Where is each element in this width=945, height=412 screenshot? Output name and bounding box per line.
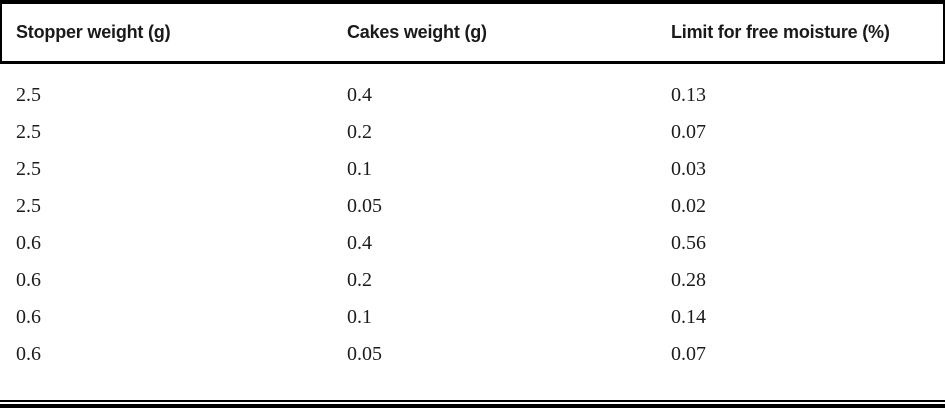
- table-cell: 0.07: [671, 121, 706, 143]
- table-cell: 0.1: [347, 306, 372, 328]
- table-cell: 0.14: [671, 306, 706, 328]
- table-cell: 0.4: [347, 232, 372, 254]
- table-cell: 0.2: [347, 269, 372, 291]
- table-cell: 0.1: [347, 158, 372, 180]
- table-row: 2.5 0.2 0.07: [0, 114, 945, 151]
- table-row: 0.6 0.4 0.56: [0, 225, 945, 262]
- table-cell: 0.4: [347, 84, 372, 106]
- table-cell: 0.03: [671, 158, 706, 180]
- column-header-stopper-weight: Stopper weight (g): [16, 22, 171, 42]
- table-cell: 0.07: [671, 343, 706, 365]
- header-separator-rule: [0, 61, 945, 64]
- table-cell: 2.5: [16, 121, 41, 143]
- table-cell: 0.2: [347, 121, 372, 143]
- table-cell: 0.28: [671, 269, 706, 291]
- table-header-row: Stopper weight (g) Cakes weight (g) Limi…: [0, 4, 945, 61]
- table-row: 0.6 0.2 0.28: [0, 262, 945, 299]
- table-cell: 2.5: [16, 158, 41, 180]
- table-cell: 0.6: [16, 232, 41, 254]
- table-cell: 0.6: [16, 306, 41, 328]
- table-bottom-thick-rule: [0, 404, 945, 408]
- table-top-rule: [0, 0, 945, 4]
- table-cell: 0.6: [16, 343, 41, 365]
- table-cell: 0.02: [671, 195, 706, 217]
- table-cell: 2.5: [16, 84, 41, 106]
- table-cell: 0.05: [347, 343, 382, 365]
- table-row: 2.5 0.05 0.02: [0, 188, 945, 225]
- column-header-limit-free-moisture: Limit for free moisture (%): [671, 22, 890, 42]
- table-body: 2.5 0.4 0.13 2.5 0.2 0.07 2.5 0.1 0.03 2.5 0.05 0.0…: [0, 64, 945, 373]
- table-row: 2.5 0.4 0.13: [0, 77, 945, 114]
- table-cell: 0.56: [671, 232, 706, 254]
- table-cell: 2.5: [16, 195, 41, 217]
- column-header-cakes-weight: Cakes weight (g): [347, 22, 487, 42]
- table-row: 0.6 0.1 0.14: [0, 299, 945, 336]
- header-left-edge-rule: [0, 0, 2, 63]
- table-cell: 0.13: [671, 84, 706, 106]
- table-row: 0.6 0.05 0.07: [0, 336, 945, 373]
- table-bottom-thin-rule: [0, 400, 945, 402]
- table-row: 2.5 0.1 0.03: [0, 151, 945, 188]
- table-cell: 0.05: [347, 195, 382, 217]
- table-cell: 0.6: [16, 269, 41, 291]
- header-right-edge-rule: [943, 0, 945, 63]
